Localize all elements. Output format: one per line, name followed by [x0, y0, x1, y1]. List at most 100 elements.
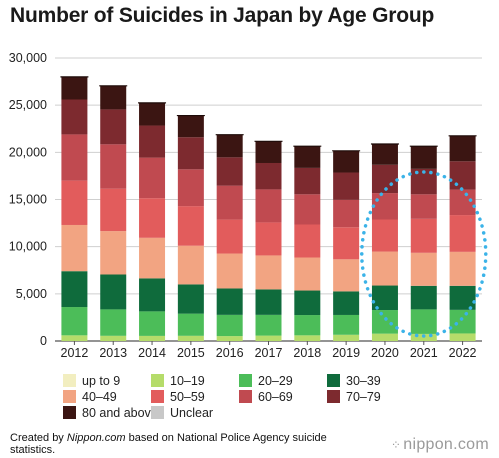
y-tick-label: 20,000 — [9, 145, 47, 159]
legend-swatch — [151, 406, 164, 419]
legend-swatch — [151, 374, 164, 387]
x-tick-label: 2022 — [449, 346, 477, 360]
x-tick-label: 2014 — [138, 346, 166, 360]
bar-segment — [371, 219, 398, 252]
bar-segment — [177, 313, 204, 336]
bar-segment — [333, 150, 360, 173]
y-tick-label: 0 — [40, 334, 47, 348]
legend-item: 50–59 — [151, 389, 239, 404]
bar-segment — [294, 146, 321, 168]
bar-segment — [449, 309, 476, 334]
legend-item: 30–39 — [327, 373, 415, 388]
bar-segment — [410, 309, 437, 334]
bar-segment — [216, 336, 243, 341]
bar-segment — [139, 278, 166, 312]
bar-segment — [449, 161, 476, 190]
bar-segment — [61, 180, 88, 225]
bar-segment — [177, 335, 204, 341]
bar-segment — [255, 189, 282, 223]
bar-segment — [216, 134, 243, 158]
legend-swatch — [63, 406, 76, 419]
footnote-source: Nippon.com — [66, 432, 126, 444]
stacked-bar-chart: 0 5,000 10,000 15,000 20,000 25,000 30,000 201… — [9, 51, 488, 360]
bar-segment — [294, 224, 321, 258]
bar-segment — [449, 189, 476, 216]
bar-segment — [100, 231, 127, 275]
legend-item: up to 9 — [63, 373, 151, 388]
bar-segment — [216, 288, 243, 315]
bar-segment — [371, 193, 398, 220]
bar-segment — [61, 99, 88, 135]
x-tick-label: 2012 — [61, 346, 89, 360]
bar-segment — [371, 333, 398, 341]
legend-swatch — [327, 374, 340, 387]
bar-segment — [449, 215, 476, 252]
legend-label: 50–59 — [170, 389, 205, 404]
highlight-circle — [360, 170, 488, 338]
bar-segment — [371, 144, 398, 165]
legend: up to 9 10–19 20–29 30–39 40–49 50–59 60–69 70–… — [63, 373, 413, 420]
annotation — [360, 170, 488, 338]
y-axis-ticks: 0 5,000 10,000 15,000 20,000 25,000 30,000 — [9, 51, 47, 348]
x-tick-label: 2019 — [332, 346, 360, 360]
bar-segment — [61, 307, 88, 336]
legend-swatch — [239, 390, 252, 403]
x-tick-label: 2016 — [216, 346, 244, 360]
bar-segment — [61, 271, 88, 308]
bar-segment — [216, 185, 243, 220]
bar-segment — [139, 198, 166, 238]
bar-segment — [333, 259, 360, 292]
legend-item: 40–49 — [63, 389, 151, 404]
legend-label: 60–69 — [258, 389, 293, 404]
legend-item: 60–69 — [239, 389, 327, 404]
legend-label: 40–49 — [82, 389, 117, 404]
x-tick-label: 2017 — [255, 346, 283, 360]
bar-segment — [61, 224, 88, 272]
bar-segment — [333, 291, 360, 315]
bar-segment — [333, 227, 360, 260]
legend-swatch — [327, 390, 340, 403]
bar-segment — [100, 274, 127, 310]
brand-logo: ⁘ nippon.com — [391, 436, 489, 454]
footnote-suffix: based on National Police Agency suicide … — [10, 432, 327, 456]
bar-segment — [294, 290, 321, 316]
bar-segment — [371, 251, 398, 286]
y-tick-label: 10,000 — [9, 240, 47, 254]
bar-segment — [139, 157, 166, 199]
bar-segment — [100, 85, 127, 110]
bar-segment — [177, 137, 204, 170]
bar-segment — [449, 251, 476, 286]
x-tick-label: 2015 — [177, 346, 205, 360]
bar-segment — [100, 188, 127, 232]
legend-label: 80 and above — [82, 405, 158, 420]
bar-segment — [100, 335, 127, 341]
legend-label: 20–29 — [258, 373, 293, 388]
bar-segment — [216, 157, 243, 186]
footnote: Created by Nippon.com based on National … — [10, 432, 340, 456]
bar-segment — [449, 333, 476, 341]
brand-dots-icon: ⁘ — [390, 438, 402, 452]
bar-segment — [410, 218, 437, 253]
legend-label: up to 9 — [82, 373, 121, 388]
bar-segment — [216, 314, 243, 337]
legend-swatch — [63, 374, 76, 387]
bar-segment — [216, 219, 243, 254]
bar-segment — [177, 115, 204, 138]
bar-segment — [139, 237, 166, 279]
x-tick-label: 2020 — [371, 346, 399, 360]
bar-segment — [139, 102, 166, 126]
chart-title: Number of Suicides in Japan by Age Group — [10, 4, 435, 27]
brand-name: nippon.com — [403, 436, 489, 453]
bar-segment — [255, 289, 282, 315]
legend-item: 10–19 — [151, 373, 239, 388]
legend-swatch — [239, 374, 252, 387]
y-tick-label: 5,000 — [16, 287, 47, 301]
bar-segment — [255, 255, 282, 290]
legend-label: 10–19 — [170, 373, 205, 388]
bar-segment — [371, 285, 398, 311]
bar-segment — [449, 285, 476, 310]
bar-segment — [294, 315, 321, 336]
bar-segment — [177, 284, 204, 314]
legend-item: 80 and above — [63, 405, 158, 420]
bar-segment — [255, 335, 282, 341]
